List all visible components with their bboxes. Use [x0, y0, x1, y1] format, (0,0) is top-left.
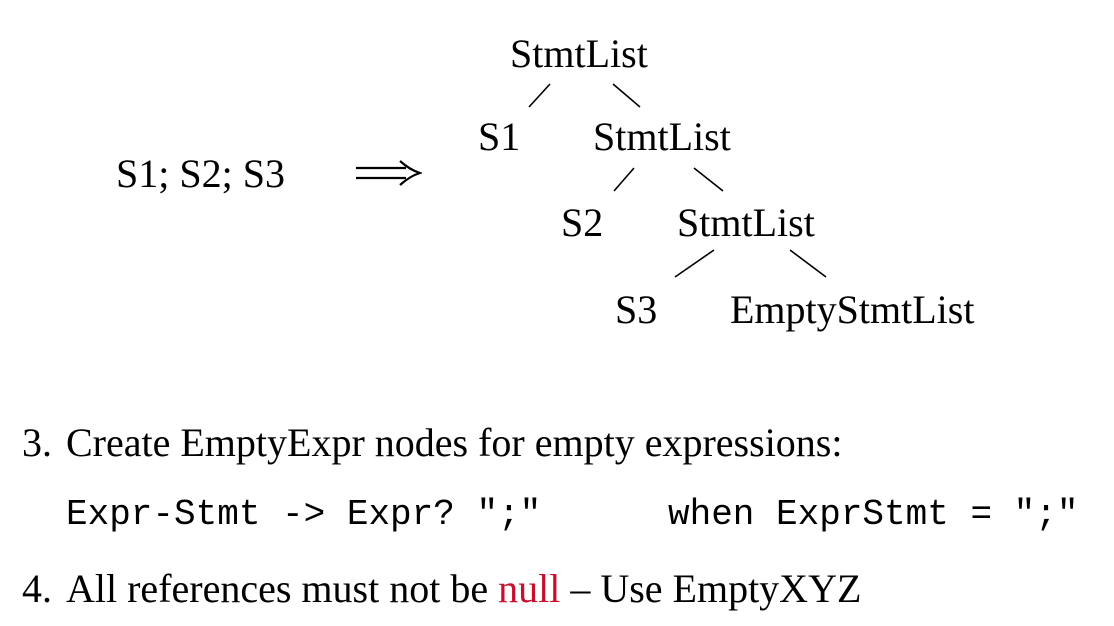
tree-node-s3: S3	[615, 287, 658, 332]
list-item-4-text-after: – Use EmptyXYZ	[560, 566, 862, 611]
edge-list2-s2	[613, 167, 635, 192]
edge-root-s1	[528, 83, 551, 108]
implies-arrow-icon	[356, 160, 422, 186]
code-rule: Expr-Stmt -> Expr? ";"	[66, 494, 542, 535]
list-item-4-text: All references must not be null – Use Em…	[66, 569, 861, 609]
code-condition: when ExprStmt = ";"	[668, 494, 1079, 535]
input-sequence: S1; S2; S3	[116, 151, 285, 196]
list-item-4-text-before: All references must not be	[66, 566, 499, 611]
edge-list2-list3	[693, 167, 724, 192]
tree-node-stmtlist-2: StmtList	[593, 114, 731, 159]
null-keyword: null	[498, 566, 561, 611]
list-item-3-number: 3.	[22, 420, 52, 465]
tree-node-s2: S2	[561, 200, 604, 245]
edge-list3-empty	[789, 249, 827, 278]
tree-node-s1: S1	[478, 114, 521, 159]
list-item-3-text: Create EmptyExpr nodes for empty express…	[66, 420, 843, 465]
edge-root-list2	[612, 83, 641, 108]
tree-node-empty-stmtlist: EmptyStmtList	[730, 287, 975, 332]
tree-node-stmtlist-3: StmtList	[677, 200, 815, 245]
list-item-4-number: 4.	[22, 566, 52, 611]
edge-list3-s3	[674, 249, 715, 278]
tree-node-root: StmtList	[510, 31, 648, 76]
